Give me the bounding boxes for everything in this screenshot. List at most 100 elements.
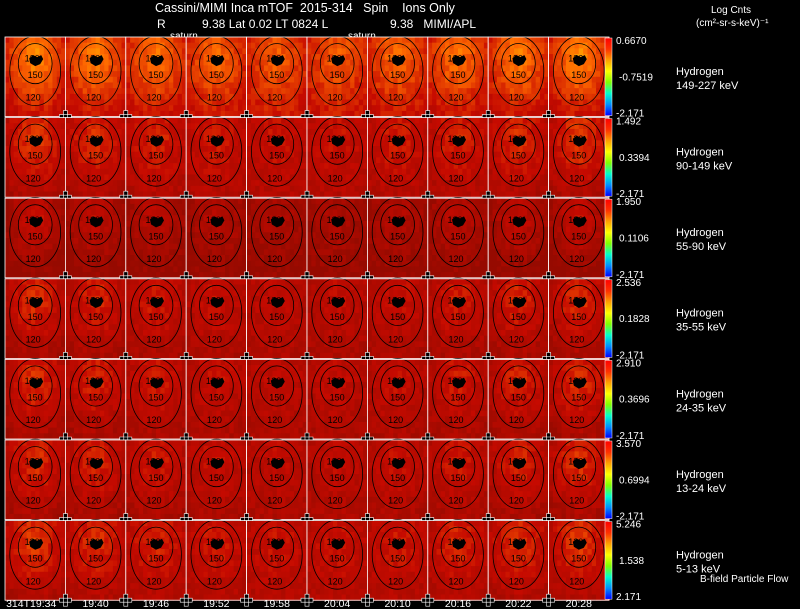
contour-label: 120	[388, 254, 403, 264]
contour-label: 120	[146, 93, 161, 103]
contour-label: 150	[330, 231, 345, 241]
contour-label: 150	[209, 473, 224, 483]
contour-label: 120	[508, 295, 523, 305]
colorbar-max: 2.536	[616, 278, 641, 289]
contour-label: 120	[266, 54, 281, 64]
contour-label: 120	[25, 376, 40, 386]
contour-label: 120	[568, 295, 583, 305]
colorbar-mid: 0.3696	[619, 395, 650, 406]
energy-range-label: 149-227 keV	[676, 80, 739, 92]
contour-label: 120	[25, 457, 40, 467]
contour-label: 120	[509, 415, 524, 425]
energy-range-label: 35-55 keV	[676, 322, 727, 334]
species-label: Hydrogen	[676, 550, 724, 562]
contour-label: 120	[145, 457, 160, 467]
energy-row-6: 1201501201201501201201501201201501201201…	[5, 439, 727, 526]
contour-label: 120	[206, 537, 221, 547]
contour-label: 120	[448, 93, 463, 103]
contour-label: 120	[447, 376, 462, 386]
contour-label: 120	[206, 295, 221, 305]
contour-label: 120	[328, 415, 343, 425]
contour-label: 150	[511, 70, 526, 80]
contour-label: 120	[85, 376, 100, 386]
colorbar-max: 2.910	[616, 358, 641, 369]
contour-label: 150	[571, 70, 586, 80]
colorbar	[605, 360, 612, 438]
contour-label: 120	[86, 576, 101, 586]
contour-label: 120	[266, 376, 281, 386]
contour-label: 150	[450, 231, 465, 241]
contour-label: 120	[569, 496, 584, 506]
contour-label: 120	[207, 576, 222, 586]
contour-label: 120	[568, 457, 583, 467]
contour-label: 120	[267, 496, 282, 506]
time-tick-label: 19:40	[82, 598, 108, 609]
contour-label: 150	[209, 70, 224, 80]
contour-label: 150	[571, 473, 586, 483]
contour-label: 150	[330, 473, 345, 483]
contour-label: 120	[86, 173, 101, 183]
contour-label: 150	[28, 70, 43, 80]
contour-label: 150	[28, 473, 43, 483]
contour-label: 120	[86, 254, 101, 264]
contour-label: 120	[569, 173, 584, 183]
contour-label: 150	[571, 312, 586, 322]
contour-label: 120	[327, 376, 342, 386]
contour-label: 120	[447, 457, 462, 467]
contour-label: 150	[28, 554, 43, 564]
contour-label: 150	[571, 554, 586, 564]
contour-label: 120	[328, 334, 343, 344]
contour-label: 120	[25, 215, 40, 225]
contour-label: 120	[328, 576, 343, 586]
contour-label: 150	[571, 151, 586, 161]
contour-label: 150	[511, 231, 526, 241]
species-label: Hydrogen	[676, 469, 724, 481]
colorbar	[605, 280, 612, 358]
contour-label: 120	[146, 334, 161, 344]
contour-label: 120	[85, 215, 100, 225]
contour-label: 150	[209, 151, 224, 161]
contour-label: 120	[86, 415, 101, 425]
contour-label: 120	[569, 254, 584, 264]
contour-label: 120	[447, 54, 462, 64]
contour-label: 150	[148, 312, 163, 322]
contour-label: 120	[387, 295, 402, 305]
contour-label: 150	[450, 392, 465, 402]
contour-label: 120	[267, 173, 282, 183]
contour-label: 120	[508, 134, 523, 144]
contour-label: 120	[447, 215, 462, 225]
contour-label: 150	[88, 231, 103, 241]
contour-label: 150	[88, 312, 103, 322]
contour-label: 120	[509, 576, 524, 586]
contour-label: 120	[568, 376, 583, 386]
contour-label: 120	[509, 93, 524, 103]
colorbar-min: 2.171	[616, 592, 641, 603]
energy-row-2: 1201501201201501201201501201201501201201…	[5, 117, 733, 204]
contour-label: 120	[26, 173, 41, 183]
contour-label: 120	[86, 496, 101, 506]
contour-label: 120	[569, 334, 584, 344]
contour-label: 150	[88, 473, 103, 483]
contour-label: 150	[209, 312, 224, 322]
contour-label: 150	[511, 312, 526, 322]
contour-label: 120	[387, 537, 402, 547]
